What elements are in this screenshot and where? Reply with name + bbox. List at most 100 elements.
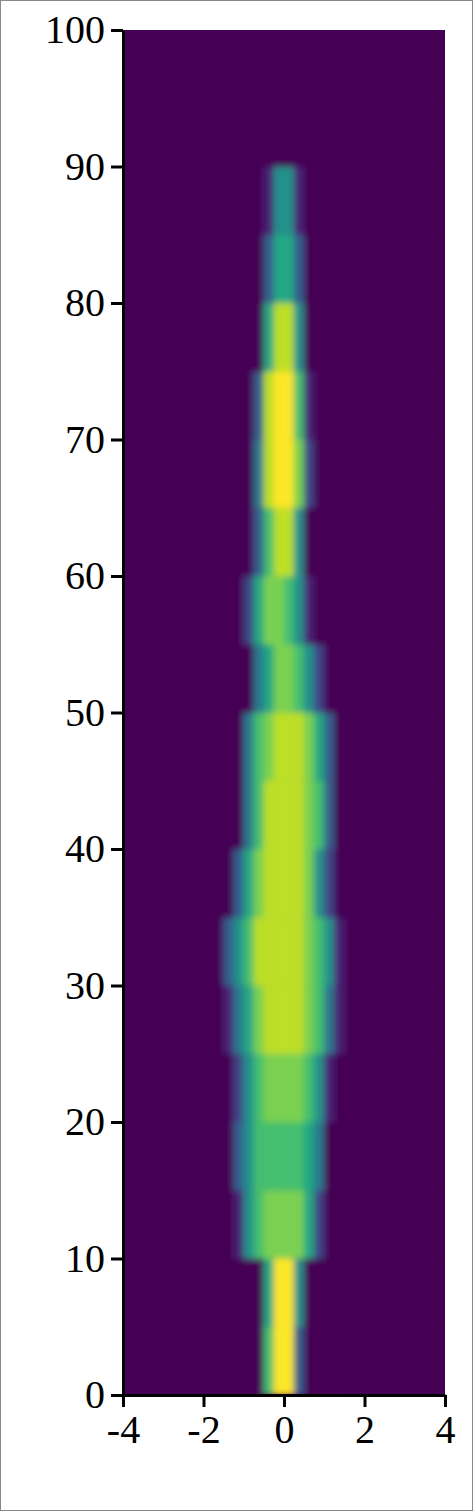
tick-mark [111, 1121, 123, 1124]
heat-cell [254, 849, 264, 917]
heat-cell [314, 1122, 324, 1190]
heat-cell [284, 98, 294, 166]
heat-cell [344, 644, 364, 712]
heat-cell [254, 713, 264, 781]
tick-label: 2 [355, 1407, 375, 1452]
heat-cell [344, 1327, 364, 1395]
heat-cell [224, 1327, 234, 1395]
heat-cell [324, 576, 334, 644]
heat-cell [294, 167, 304, 235]
heat-cell [234, 167, 244, 235]
tick: 90 [65, 144, 123, 189]
heat-cell [334, 303, 344, 371]
x-axis: -4-2024 [107, 1395, 456, 1452]
heat-cell [244, 235, 254, 303]
heat-cell [284, 781, 294, 849]
heat-cell [284, 167, 294, 235]
heat-cell [234, 1122, 244, 1190]
heat-cell [284, 986, 294, 1054]
heat-cell [254, 576, 264, 644]
heat-cell [274, 167, 284, 235]
heat-cell [324, 440, 334, 508]
heat-cell [344, 98, 364, 166]
heat-cell [344, 849, 364, 917]
heat-cell [344, 781, 364, 849]
plot-area [123, 30, 445, 1395]
heat-cell [123, 30, 204, 98]
heat-cell [234, 371, 244, 439]
heat-cell [274, 576, 284, 644]
heat-cell [274, 1190, 284, 1258]
heat-cell [254, 235, 264, 303]
heat-cell [294, 1122, 304, 1190]
heat-cell [123, 98, 204, 166]
heat-cell [334, 508, 344, 576]
heat-cell [123, 1327, 204, 1395]
heat-cell [304, 1122, 314, 1190]
heat-cell [284, 1054, 294, 1122]
heat-cell [254, 303, 264, 371]
heat-cell [304, 1190, 314, 1258]
heat-cell [344, 1122, 364, 1190]
heat-cell [344, 167, 364, 235]
heat-cell [254, 1122, 264, 1190]
heat-cell [284, 371, 294, 439]
heat-cell [284, 1327, 294, 1395]
heat-cell [344, 1190, 364, 1258]
heat-cell [204, 1259, 224, 1327]
heat-cell [224, 440, 234, 508]
heat-cell [204, 508, 224, 576]
heat-cell [264, 440, 274, 508]
heat-cell [234, 1327, 244, 1395]
heat-cell [123, 781, 204, 849]
tick-mark [111, 29, 123, 32]
heat-cell [314, 303, 324, 371]
heat-cell [224, 371, 234, 439]
tick: 2 [355, 1395, 375, 1452]
heat-cell [204, 1327, 224, 1395]
heat-cell [234, 98, 244, 166]
heat-cell [304, 986, 314, 1054]
heat-cell [284, 1190, 294, 1258]
heat-cell [365, 98, 446, 166]
heat-cell [365, 30, 446, 98]
heat-cell [304, 167, 314, 235]
heat-cell [123, 303, 204, 371]
heat-cell [254, 1054, 264, 1122]
heat-cell [365, 1327, 446, 1395]
heat-cell [244, 1054, 254, 1122]
heat-cell [224, 167, 234, 235]
heat-cell [264, 1327, 274, 1395]
heat-cell [334, 1327, 344, 1395]
heat-cell [334, 1054, 344, 1122]
heat-cell [264, 98, 274, 166]
heat-cell [304, 371, 314, 439]
heat-cell [244, 713, 254, 781]
heat-cell [204, 1190, 224, 1258]
heat-cell [123, 644, 204, 712]
heat-cell [304, 1054, 314, 1122]
tick-mark [111, 575, 123, 578]
tick-mark [111, 848, 123, 851]
heat-cell [244, 849, 254, 917]
heat-cell [274, 371, 284, 439]
heat-cell [294, 98, 304, 166]
heat-cell [304, 644, 314, 712]
heat-cell [365, 167, 446, 235]
plot-background [123, 30, 445, 1395]
heat-cell [274, 303, 284, 371]
heat-cell [244, 98, 254, 166]
heat-cell [274, 644, 284, 712]
heat-cell [344, 1259, 364, 1327]
tick-mark [111, 1394, 123, 1397]
heat-cell [264, 644, 274, 712]
heat-cell [324, 167, 334, 235]
heat-cell [304, 235, 314, 303]
heat-cell [365, 371, 446, 439]
heat-cell [264, 1259, 274, 1327]
tick-mark [111, 439, 123, 442]
heat-cell [365, 1259, 446, 1327]
heat-cell [234, 986, 244, 1054]
heat-cell [204, 1122, 224, 1190]
heat-cell [314, 508, 324, 576]
